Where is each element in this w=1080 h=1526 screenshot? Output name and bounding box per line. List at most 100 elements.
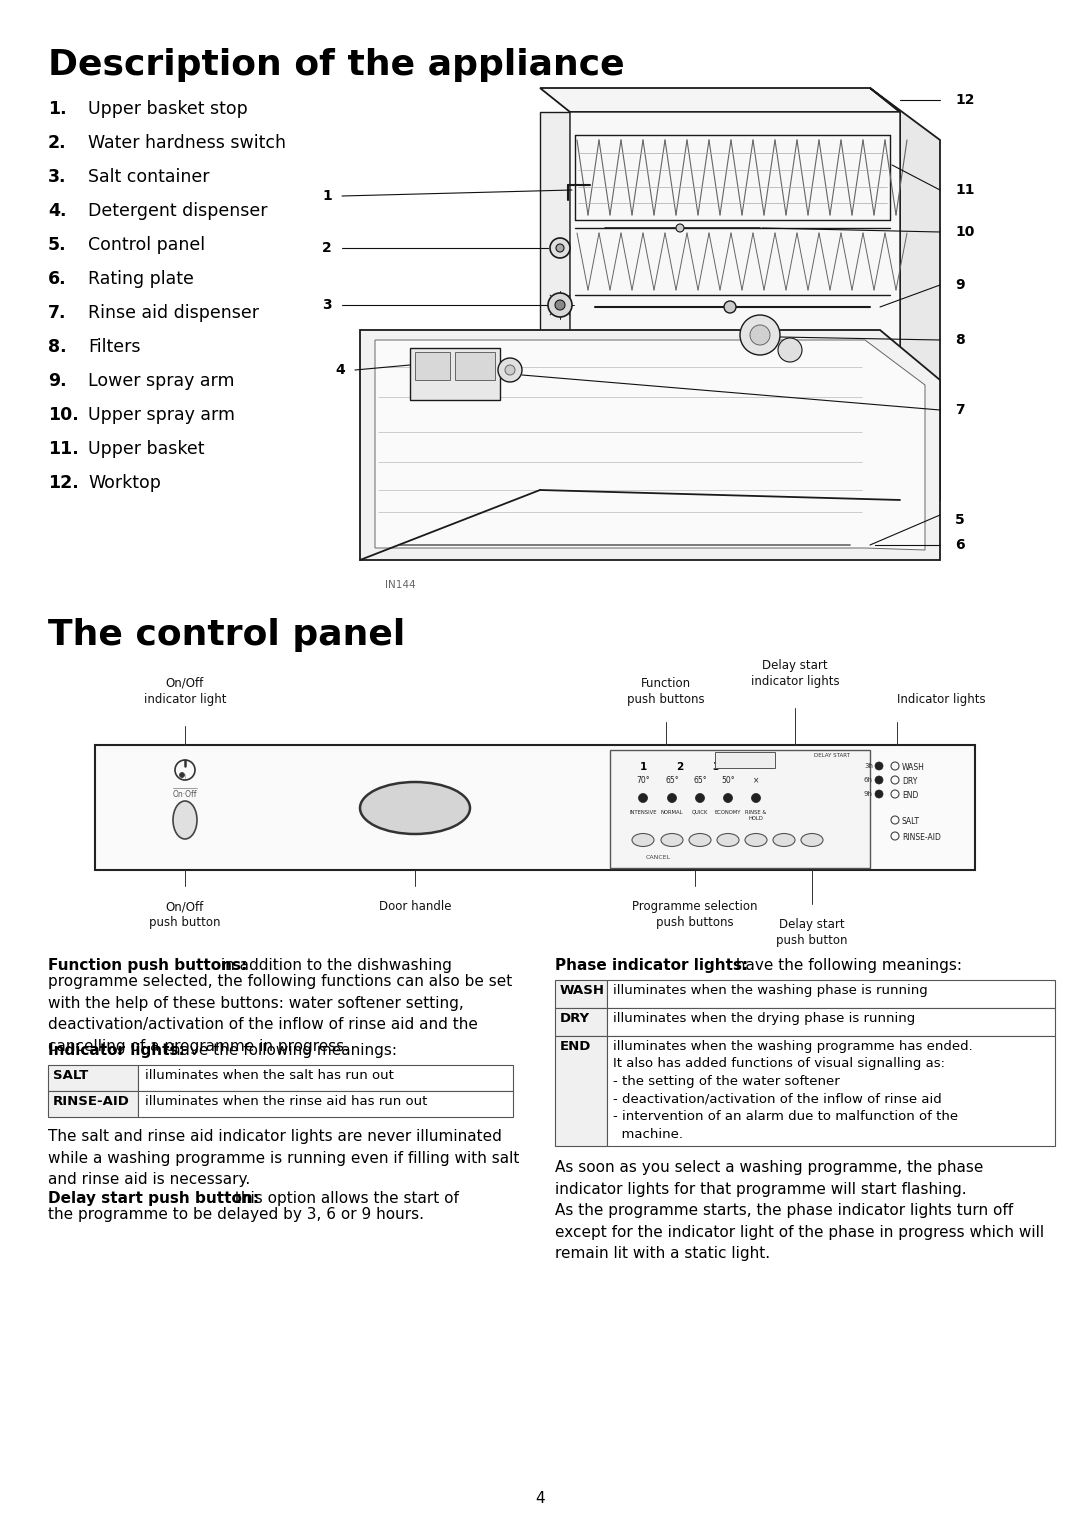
Text: Indicator lights:: Indicator lights:: [48, 1042, 185, 1058]
Text: Rinse aid dispenser: Rinse aid dispenser: [87, 304, 259, 322]
Text: The control panel: The control panel: [48, 618, 405, 652]
Text: END: END: [561, 1041, 592, 1053]
Ellipse shape: [661, 833, 683, 847]
Text: 4: 4: [536, 1491, 544, 1506]
Text: Filters: Filters: [87, 337, 140, 356]
Text: Detergent dispenser: Detergent dispenser: [87, 201, 268, 220]
Circle shape: [179, 772, 185, 778]
Polygon shape: [415, 353, 450, 380]
Text: ECONOMY: ECONOMY: [715, 810, 741, 815]
Text: Description of the appliance: Description of the appliance: [48, 47, 624, 82]
Text: 1.: 1.: [48, 101, 67, 118]
Text: 4.: 4.: [48, 201, 67, 220]
Circle shape: [550, 238, 570, 258]
Text: Control panel: Control panel: [87, 237, 205, 253]
Text: this option allows the start of: this option allows the start of: [230, 1190, 459, 1206]
Text: Programme selection
push buttons: Programme selection push buttons: [632, 900, 758, 929]
Polygon shape: [570, 111, 900, 501]
Text: 9h: 9h: [864, 790, 873, 797]
Ellipse shape: [745, 833, 767, 847]
Text: Upper basket stop: Upper basket stop: [87, 101, 247, 118]
Polygon shape: [540, 89, 900, 111]
Circle shape: [667, 794, 676, 803]
Text: 6.: 6.: [48, 270, 67, 288]
Text: have the following meanings:: have the following meanings:: [731, 958, 962, 974]
Text: 9: 9: [955, 278, 964, 291]
Text: On/Off
indicator light: On/Off indicator light: [144, 678, 226, 707]
Circle shape: [556, 244, 564, 252]
Text: Lower spray arm: Lower spray arm: [87, 372, 234, 391]
Text: QUICK: QUICK: [692, 810, 708, 815]
Text: 50°: 50°: [721, 777, 734, 784]
Text: As soon as you select a washing programme, the phase
indicator lights for that p: As soon as you select a washing programm…: [555, 1160, 1044, 1262]
Text: NORMAL: NORMAL: [661, 810, 684, 815]
Text: 65°: 65°: [665, 777, 679, 784]
Text: RINSE-AID: RINSE-AID: [53, 1096, 130, 1108]
Text: have the following meanings:: have the following meanings:: [166, 1042, 397, 1058]
Text: Door handle: Door handle: [379, 900, 451, 913]
Ellipse shape: [773, 833, 795, 847]
Text: illuminates when the washing programme has ended.
It also has added functions of: illuminates when the washing programme h…: [613, 1041, 973, 1140]
Circle shape: [505, 365, 515, 375]
Text: RINSE-AID: RINSE-AID: [902, 833, 941, 842]
Text: 9.: 9.: [48, 372, 67, 391]
Text: Worktop: Worktop: [87, 475, 161, 491]
Text: Function push buttons:: Function push buttons:: [48, 958, 247, 974]
Polygon shape: [607, 1009, 1055, 1036]
Text: Delay start
push button: Delay start push button: [777, 919, 848, 948]
Text: On·Off: On·Off: [173, 790, 198, 800]
Circle shape: [752, 794, 760, 803]
Ellipse shape: [689, 833, 711, 847]
Text: Delay start push button:: Delay start push button:: [48, 1190, 259, 1206]
Ellipse shape: [717, 833, 739, 847]
Text: RINSE &
HOLD: RINSE & HOLD: [745, 810, 767, 821]
Text: Delay start
indicator lights: Delay start indicator lights: [751, 659, 839, 688]
Ellipse shape: [173, 801, 197, 839]
Text: 8.: 8.: [48, 337, 67, 356]
Text: 6h: 6h: [864, 777, 873, 783]
Text: 4: 4: [335, 363, 345, 377]
Text: WASH: WASH: [902, 763, 924, 772]
Text: Upper spray arm: Upper spray arm: [87, 406, 235, 424]
Text: illuminates when the drying phase is running: illuminates when the drying phase is run…: [613, 1012, 915, 1025]
Polygon shape: [610, 749, 870, 868]
Circle shape: [724, 301, 735, 313]
Text: 65°: 65°: [693, 777, 706, 784]
Text: 8: 8: [955, 333, 964, 346]
Text: 5.: 5.: [48, 237, 67, 253]
Polygon shape: [540, 111, 570, 490]
Circle shape: [548, 293, 572, 317]
Text: END: END: [902, 790, 918, 800]
Polygon shape: [455, 353, 495, 380]
Text: the programme to be delayed by 3, 6 or 9 hours.: the programme to be delayed by 3, 6 or 9…: [48, 1207, 424, 1222]
Polygon shape: [375, 340, 924, 549]
Text: 10.: 10.: [48, 406, 79, 424]
Text: 12: 12: [955, 93, 974, 107]
Text: 3.: 3.: [48, 168, 67, 186]
Text: Rating plate: Rating plate: [87, 270, 194, 288]
Circle shape: [498, 359, 522, 382]
Text: Water hardness switch: Water hardness switch: [87, 134, 286, 153]
Text: 70°: 70°: [636, 777, 650, 784]
Polygon shape: [48, 1065, 138, 1091]
Polygon shape: [607, 1036, 1055, 1146]
Text: Upper basket: Upper basket: [87, 439, 204, 458]
Text: DRY: DRY: [561, 1012, 590, 1025]
Circle shape: [875, 761, 883, 771]
Text: 11: 11: [955, 183, 974, 197]
Ellipse shape: [360, 781, 470, 835]
Ellipse shape: [632, 833, 654, 847]
Text: 6: 6: [955, 539, 964, 552]
Polygon shape: [555, 980, 607, 1009]
Polygon shape: [410, 348, 500, 400]
Text: DRY: DRY: [902, 777, 917, 786]
Polygon shape: [555, 1036, 607, 1146]
Text: 3: 3: [322, 298, 332, 311]
Text: 12.: 12.: [48, 475, 79, 491]
Circle shape: [750, 325, 770, 345]
Text: ×: ×: [753, 777, 759, 784]
Circle shape: [555, 301, 565, 310]
Text: 1: 1: [639, 761, 647, 772]
Polygon shape: [607, 980, 1055, 1009]
Circle shape: [676, 224, 684, 232]
